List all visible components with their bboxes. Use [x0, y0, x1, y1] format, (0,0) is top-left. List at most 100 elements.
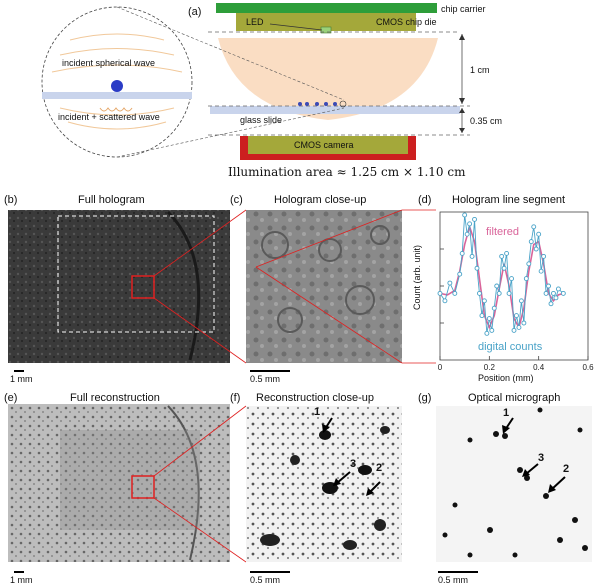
digital-point-2: [447, 280, 453, 286]
digital-point-42: [551, 290, 556, 296]
marker-g-3: 3: [538, 452, 545, 464]
digital-point-26: [511, 327, 517, 333]
digital-point-29: [518, 298, 524, 304]
panel-a-letter: (a): [188, 6, 202, 18]
dimension-035cm: 0.35 cm: [470, 116, 503, 126]
panel-b-scale: 1 mm: [10, 374, 33, 384]
cmos-chip-die-label: CMOS chip die: [376, 17, 437, 27]
panel-e-letter: (e): [4, 392, 18, 404]
incident-scattered-wave-label: incident + scattered wave: [58, 112, 160, 122]
digital-counts-label: digital counts: [478, 341, 543, 353]
digital-point-30: [521, 320, 527, 326]
digital-point-27: [514, 313, 519, 319]
arrow-f-3: [333, 471, 351, 486]
reconstruction-roi-box: [131, 475, 155, 499]
digital-point-8: [467, 221, 473, 227]
digital-point-18: [491, 305, 497, 311]
arrow-f-2: [366, 481, 381, 496]
digital-point-24: [506, 290, 512, 296]
optical-micrograph-image: [436, 406, 592, 562]
digital-point-13: [479, 313, 485, 319]
panel-f-title: Reconstruction close-up: [256, 392, 375, 404]
digital-point-28: [516, 324, 522, 330]
digital-point-38: [541, 253, 547, 259]
cmos-chip-die-bar: [236, 13, 416, 31]
digital-point-33: [528, 239, 534, 245]
arrow-g-1: [502, 417, 514, 434]
panel-e-title: Full reconstruction: [70, 392, 160, 404]
panel-g-letter: (g): [418, 392, 432, 404]
arrow-g-2: [548, 476, 566, 493]
panel-f-scale: 0.5 mm: [250, 575, 281, 585]
digital-point-41: [548, 301, 554, 307]
digital-point-37: [538, 268, 544, 274]
panel-d-title: Hologram line segment: [452, 194, 566, 206]
incident-spherical-wave-label: incident spherical wave: [62, 58, 156, 68]
digital-point-9: [469, 253, 475, 259]
digital-point-16: [486, 316, 492, 322]
digital-point-21: [499, 253, 505, 259]
panel-g-scale: 0.5 mm: [438, 575, 469, 585]
x-axis-label: Position (mm): [478, 373, 534, 383]
y-axis-label: Count (arb. unit): [412, 244, 422, 310]
digital-point-17: [489, 327, 495, 333]
glass-slide-label: glass slide: [240, 115, 283, 125]
digital-point-11: [474, 265, 480, 271]
digital-point-10: [472, 216, 477, 222]
full-reconstruction-image: [8, 404, 230, 562]
panel-c-letter: (c): [230, 194, 243, 206]
panel-g-title: Optical micrograph: [468, 392, 561, 404]
panel-b-title: Full hologram: [78, 194, 145, 206]
marker-g-2: 2: [563, 463, 570, 475]
digital-point-43: [553, 295, 559, 301]
led-label: LED: [246, 17, 264, 27]
illumination-beam: [218, 38, 438, 120]
glass-slide: [210, 106, 460, 114]
chip-carrier-bar: [216, 3, 437, 13]
line-segment-chart: 0 0.2 0.4 0.6: [437, 211, 594, 372]
digital-point-45: [560, 290, 566, 296]
digital-point-15: [484, 330, 490, 336]
digital-point-1: [442, 298, 448, 304]
chip-carrier-label: chip carrier: [441, 4, 486, 14]
cmos-camera-sensor: [248, 136, 408, 154]
digital-point-35: [533, 246, 539, 252]
series-line-1: [439, 214, 564, 334]
hologram-closeup-image: [246, 210, 402, 363]
x-tick-label-3: 0.6: [582, 363, 594, 372]
panel-f-letter: (f): [230, 392, 241, 404]
digital-point-44: [555, 286, 561, 292]
digital-point-5: [459, 250, 465, 256]
digital-point-20: [496, 290, 502, 296]
digital-point-23: [504, 250, 510, 256]
digital-point-32: [526, 261, 532, 267]
digital-point-14: [481, 298, 487, 304]
digital-point-7: [464, 231, 470, 237]
digital-point-34: [531, 224, 537, 230]
arrow-f-1: [322, 417, 333, 433]
digital-point-40: [546, 283, 551, 289]
marker-g-1: 1: [503, 407, 510, 419]
digital-point-25: [509, 276, 514, 282]
filtered-label: filtered: [486, 226, 520, 238]
digital-point-22: [501, 265, 507, 271]
arrow-g-3: [522, 463, 539, 477]
illumination-area-label: Illumination area ≈ 1.25 cm × 1.10 cm: [228, 165, 466, 179]
digital-point-39: [543, 290, 549, 296]
x-tick-label-2: 0.4: [533, 363, 545, 372]
panel-c-scale: 0.5 mm: [250, 374, 281, 384]
hologram-roi-box: [131, 275, 155, 299]
digital-point-3: [452, 290, 458, 296]
panel-c-title: Hologram close-up: [274, 194, 367, 206]
series-line-0: [439, 224, 564, 330]
marker-f-3: 3: [350, 458, 357, 470]
cmos-camera-label: CMOS camera: [294, 140, 354, 150]
digital-point-31: [523, 276, 529, 282]
panel-e-scale: 1 mm: [10, 575, 33, 585]
hologram-selection-box: [57, 215, 215, 333]
digital-point-19: [494, 283, 500, 289]
full-hologram-image: [8, 210, 230, 363]
dimension-1cm: 1 cm: [470, 65, 490, 75]
panel-b-letter: (b): [4, 194, 18, 206]
panel-d-letter: (d): [418, 194, 432, 206]
